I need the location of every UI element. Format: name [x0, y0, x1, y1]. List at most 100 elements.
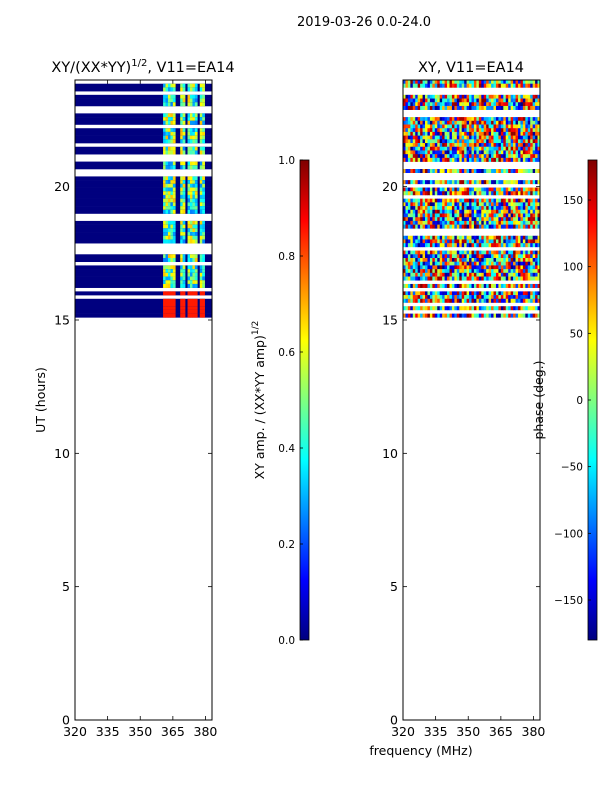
heatmap-cell	[464, 217, 467, 222]
heatmap-cell	[459, 250, 463, 255]
heatmap-cell	[422, 283, 426, 288]
heatmap-cell	[439, 143, 443, 148]
heatmap-cell	[194, 276, 198, 281]
heatmap-cell	[192, 183, 196, 188]
heatmap-cell	[167, 228, 171, 233]
heatmap-cell	[469, 202, 472, 207]
heatmap-cell	[471, 276, 475, 281]
heatmap-cell	[510, 135, 514, 140]
heatmap-cell	[481, 217, 485, 222]
heatmap-cell	[447, 143, 450, 148]
heatmap-cell	[407, 102, 411, 107]
heatmap-cell	[483, 120, 487, 125]
heatmap-cell	[510, 272, 514, 277]
heatmap-cell	[495, 154, 499, 159]
heatmap-cell	[439, 202, 443, 207]
heatmap-cell	[442, 105, 445, 110]
heatmap-cell	[449, 102, 453, 107]
heatmap-cell	[522, 235, 526, 240]
heatmap-cell	[429, 313, 433, 318]
heatmap-cell	[437, 180, 440, 185]
heatmap-cell	[427, 298, 431, 303]
heatmap-cell	[189, 276, 193, 281]
heatmap-cell	[483, 298, 487, 303]
heatmap-cell	[187, 276, 191, 281]
heatmap-cell	[481, 265, 485, 270]
heatmap-cell	[527, 272, 531, 277]
heatmap-cell	[522, 157, 526, 162]
heatmap-cell	[163, 206, 166, 211]
heatmap-cell	[476, 135, 480, 140]
heatmap-cell	[527, 187, 531, 192]
heatmap-cell	[469, 128, 472, 133]
heatmap-cell	[527, 220, 531, 225]
heatmap-cell	[415, 120, 418, 125]
heatmap-cell	[412, 254, 416, 259]
heatmap-cell	[165, 254, 169, 259]
heatmap-cell	[187, 150, 191, 155]
heatmap-cell	[535, 265, 538, 270]
heatmap-cell	[403, 117, 406, 122]
heatmap-cell	[192, 98, 196, 103]
heatmap-cell	[508, 102, 511, 107]
heatmap-cell	[449, 276, 453, 281]
heatmap-cell	[473, 102, 477, 107]
heatmap-cell	[456, 135, 460, 140]
heatmap-cell	[412, 120, 416, 125]
heatmap-cell	[427, 239, 431, 244]
heatmap-cell	[194, 102, 198, 107]
heatmap-cell	[163, 276, 166, 281]
heatmap-cell	[189, 198, 193, 203]
heatmap-cell	[187, 258, 191, 263]
heatmap-cell	[498, 198, 502, 203]
heatmap-cell	[464, 295, 467, 300]
heatmap-cell	[503, 272, 507, 277]
heatmap-cell	[522, 135, 526, 140]
heatmap-cell	[444, 102, 448, 107]
heatmap-cell	[495, 235, 499, 240]
heatmap-cell	[449, 254, 453, 259]
heatmap-cell	[466, 272, 470, 277]
heatmap-cell	[163, 128, 166, 133]
heatmap-cell	[442, 131, 445, 136]
heatmap-cell	[444, 117, 448, 122]
heatmap-cell	[461, 83, 465, 88]
heatmap-cell	[422, 261, 426, 266]
heatmap-cell	[488, 154, 492, 159]
heatmap-cell	[432, 117, 436, 122]
heatmap-cell	[425, 239, 428, 244]
heatmap-cell	[478, 94, 482, 99]
heatmap-cell	[429, 239, 433, 244]
heatmap-cell	[407, 117, 411, 122]
heatmap-cell	[170, 87, 174, 92]
heatmap-cell	[537, 80, 540, 85]
heatmap-cell	[434, 102, 438, 107]
heatmap-cell	[466, 202, 470, 207]
heatmap-cell	[434, 143, 438, 148]
heatmap-cell	[486, 98, 489, 103]
x-tick-label: 320	[63, 724, 87, 739]
heatmap-cell	[486, 105, 489, 110]
heatmap-cell	[417, 313, 421, 318]
heatmap-cell	[532, 261, 536, 266]
heatmap-cell	[515, 254, 519, 259]
heatmap-cell	[535, 239, 538, 244]
heatmap-cell	[172, 83, 176, 88]
heatmap-cell	[163, 165, 166, 170]
heatmap-cell	[525, 235, 529, 240]
heatmap-cell	[439, 209, 443, 214]
heatmap-cell	[163, 309, 166, 314]
heatmap-cell	[459, 191, 463, 196]
heatmap-cell	[412, 235, 416, 240]
heatmap-cell	[444, 131, 448, 136]
heatmap-cell	[510, 146, 514, 151]
heatmap-cell	[481, 135, 485, 140]
heatmap-cell	[449, 291, 453, 296]
heatmap-cell	[469, 157, 472, 162]
heatmap-cell	[486, 180, 489, 185]
heatmap-cell	[515, 258, 519, 263]
heatmap-cell	[461, 291, 465, 296]
heatmap-cell	[447, 117, 450, 122]
heatmap-cells	[75, 83, 212, 318]
heatmap-cell	[420, 143, 423, 148]
